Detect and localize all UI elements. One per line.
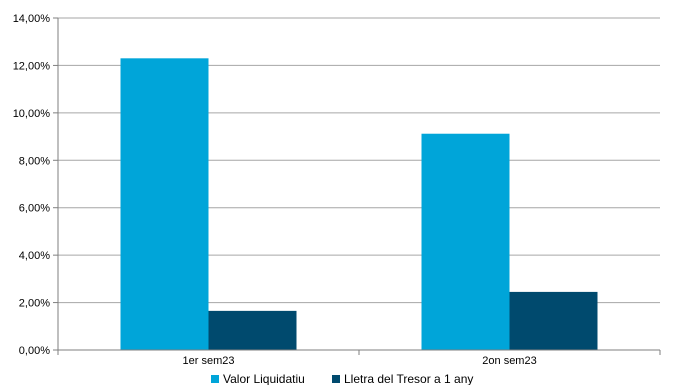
legend: Valor Liquidatiu Lletra del Tresor a 1 an… [211, 372, 473, 386]
legend-item: Lletra del Tresor a 1 any [332, 372, 473, 386]
y-tick-label: 0,00% [19, 345, 50, 357]
y-tick-label: 10,00% [13, 108, 51, 120]
legend-swatch [211, 375, 219, 383]
y-tick-label: 6,00% [19, 203, 50, 215]
y-tick-label: 12,00% [13, 60, 51, 72]
y-axis-tick-labels: 0,00% 2,00% 4,00% 6,00% 8,00% 10,00% 12,00% 14,… [13, 13, 51, 357]
axes [57, 18, 661, 355]
x-tick-label: 2on sem23 [482, 355, 536, 367]
legend-item: Valor Liquidatiu [211, 372, 305, 386]
x-tick-label: 1er sem23 [183, 355, 235, 367]
legend-swatch [332, 375, 340, 383]
y-tick-label: 14,00% [13, 13, 51, 25]
bar [421, 133, 510, 350]
bar [509, 291, 598, 350]
bar [120, 58, 209, 351]
legend-label: Lletra del Tresor a 1 any [344, 372, 473, 385]
y-tick-label: 8,00% [19, 155, 50, 167]
legend-label: Valor Liquidatiu [223, 372, 305, 385]
x-axis-tick-labels: 1er sem23 2on sem23 [183, 355, 537, 367]
y-tick-label: 4,00% [19, 250, 50, 262]
bar [208, 310, 297, 350]
bars [120, 58, 598, 351]
y-tick-label: 2,00% [19, 298, 50, 310]
